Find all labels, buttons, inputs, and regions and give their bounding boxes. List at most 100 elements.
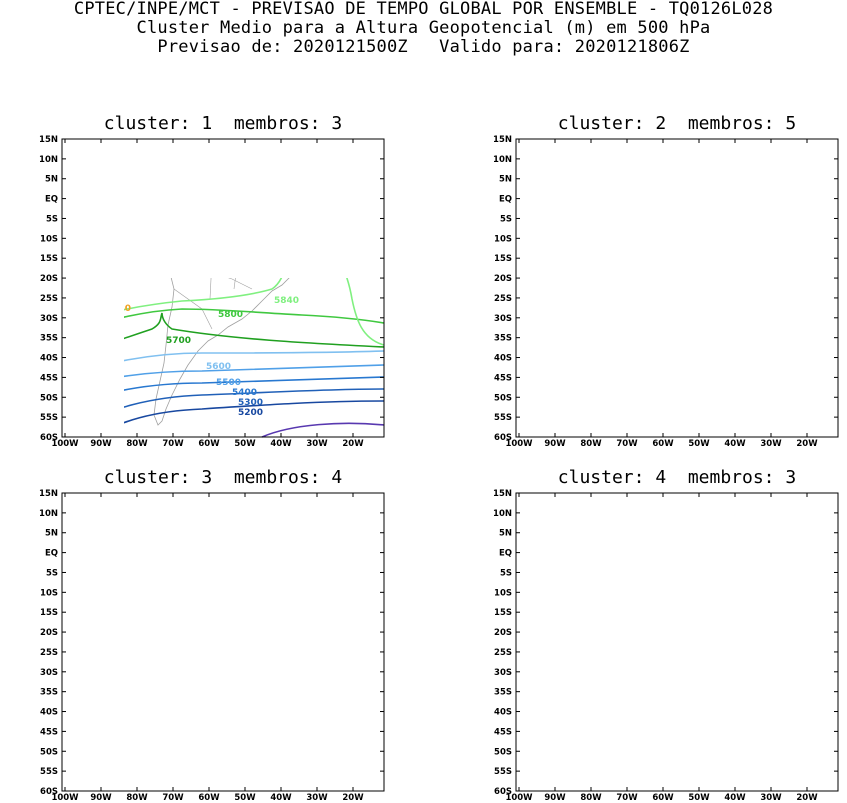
longitude-tick-label: 30W bbox=[760, 793, 782, 803]
country-border bbox=[182, 593, 268, 611]
contour-label: 5300 bbox=[238, 398, 263, 408]
contour-line bbox=[124, 400, 385, 424]
coastline bbox=[608, 157, 772, 425]
contour-line bbox=[526, 743, 838, 783]
latitude-tick-label: 15N bbox=[39, 489, 58, 499]
contour-line bbox=[516, 493, 743, 717]
latitude-tick-label: 25S bbox=[494, 294, 512, 304]
contour-line bbox=[716, 423, 838, 437]
country-border bbox=[656, 623, 706, 643]
contour-label: 5840 bbox=[70, 340, 95, 350]
contour-label: 5300 bbox=[256, 752, 281, 762]
contour-label: 5840 bbox=[306, 172, 331, 182]
country-border bbox=[228, 278, 253, 290]
coastline bbox=[608, 511, 772, 779]
longitude-tick-label: 100W bbox=[51, 793, 79, 803]
country-border bbox=[234, 577, 242, 643]
longitude-tick-label: 60W bbox=[652, 793, 674, 803]
contour-line bbox=[262, 777, 384, 791]
latitude-tick-label: 40S bbox=[494, 354, 512, 364]
map-frame bbox=[515, 492, 839, 792]
longitude-tick-label: 30W bbox=[760, 439, 782, 449]
latitude-tick-label: 5N bbox=[45, 529, 58, 539]
contour-line bbox=[62, 663, 384, 689]
contour-line bbox=[279, 507, 326, 520]
latitude-tick-label: 15N bbox=[493, 135, 512, 145]
country-border bbox=[688, 223, 696, 289]
longitude-tick-label: 50W bbox=[688, 439, 710, 449]
coastline-central-america bbox=[72, 493, 182, 523]
country-border bbox=[636, 239, 722, 257]
contour-label: 5200 bbox=[254, 762, 279, 772]
latitude-tick-label: 30S bbox=[494, 668, 512, 678]
latitude-tick-label: 55S bbox=[40, 767, 58, 777]
contour-line bbox=[540, 259, 567, 288]
contour-label: 5700 bbox=[148, 686, 173, 696]
contour-line bbox=[345, 278, 385, 346]
map-frame bbox=[61, 138, 385, 438]
contour-line bbox=[546, 401, 838, 437]
latitude-tick-label: 55S bbox=[494, 767, 512, 777]
latitude-tick-label: 15S bbox=[40, 608, 58, 618]
country-border bbox=[628, 289, 666, 329]
contour-line bbox=[766, 229, 838, 349]
longitude-tick-label: 40W bbox=[724, 439, 746, 449]
latitude-tick-label: 55S bbox=[40, 413, 58, 423]
latitude-tick-label: 40S bbox=[40, 708, 58, 718]
latitude-tick-label: 35S bbox=[494, 334, 512, 344]
latitude-tick-label: 30S bbox=[40, 668, 58, 678]
longitude-tick-label: 20W bbox=[342, 793, 364, 803]
panel-3-title: cluster: 3 membros: 4 bbox=[103, 467, 343, 488]
contour-line bbox=[516, 705, 838, 731]
contour-line bbox=[516, 309, 838, 335]
contour-line bbox=[526, 389, 838, 429]
latitude-tick-label: 5N bbox=[499, 175, 512, 185]
latitude-tick-label: 40S bbox=[494, 708, 512, 718]
latitude-tick-label: 45S bbox=[494, 727, 512, 737]
latitude-tick-label: 50S bbox=[494, 747, 512, 757]
contour-label: 5200 bbox=[682, 408, 707, 418]
country-border bbox=[202, 623, 252, 643]
contour-line bbox=[516, 731, 838, 763]
longitude-tick-label: 70W bbox=[162, 439, 184, 449]
map-frame bbox=[61, 492, 385, 792]
contour-label: 5700 bbox=[602, 690, 627, 700]
contour-line bbox=[92, 755, 384, 791]
latitude-tick-label: 15N bbox=[493, 489, 512, 499]
contour-line bbox=[124, 312, 385, 348]
contour-label: 5500 bbox=[216, 378, 241, 388]
country-border bbox=[233, 278, 236, 290]
contour-label: 5840 bbox=[696, 156, 721, 166]
contour-line bbox=[716, 777, 838, 791]
latitude-tick-label: 50S bbox=[40, 747, 58, 757]
contour-line bbox=[62, 667, 384, 715]
coastline-central-america bbox=[526, 493, 636, 523]
contour-label: 5400 bbox=[710, 742, 735, 752]
latitude-tick-label: 35S bbox=[40, 688, 58, 698]
latitude-tick-label: EQ bbox=[45, 549, 58, 559]
longitude-tick-label: 50W bbox=[234, 793, 256, 803]
longitude-tick-label: 20W bbox=[796, 793, 818, 803]
contour-label: 5500 bbox=[678, 378, 703, 388]
contour-label: 5840 bbox=[274, 296, 299, 306]
longitude-tick-label: 50W bbox=[234, 439, 256, 449]
latitude-tick-label: 45S bbox=[40, 373, 58, 383]
longitude-tick-label: 100W bbox=[505, 439, 533, 449]
panel-2-title: cluster: 2 membros: 5 bbox=[557, 113, 797, 134]
contour-label: 5500 bbox=[708, 732, 733, 742]
latitude-tick-label: 30S bbox=[494, 314, 512, 324]
contour-line bbox=[546, 755, 838, 791]
panel-4-title: cluster: 4 membros: 3 bbox=[557, 467, 797, 488]
panel-1-title: cluster: 1 membros: 3 bbox=[103, 113, 343, 134]
longitude-tick-label: 70W bbox=[616, 793, 638, 803]
contour-line bbox=[516, 667, 838, 715]
contour-line bbox=[516, 313, 838, 361]
longitude-tick-label: 90W bbox=[90, 439, 112, 449]
latitude-tick-label: 5N bbox=[45, 175, 58, 185]
latitude-tick-label: 30S bbox=[40, 314, 58, 324]
longitude-tick-label: 40W bbox=[270, 793, 292, 803]
longitude-tick-label: 60W bbox=[198, 439, 220, 449]
contour-label: 5800 bbox=[190, 664, 215, 674]
contour-line bbox=[754, 145, 821, 175]
